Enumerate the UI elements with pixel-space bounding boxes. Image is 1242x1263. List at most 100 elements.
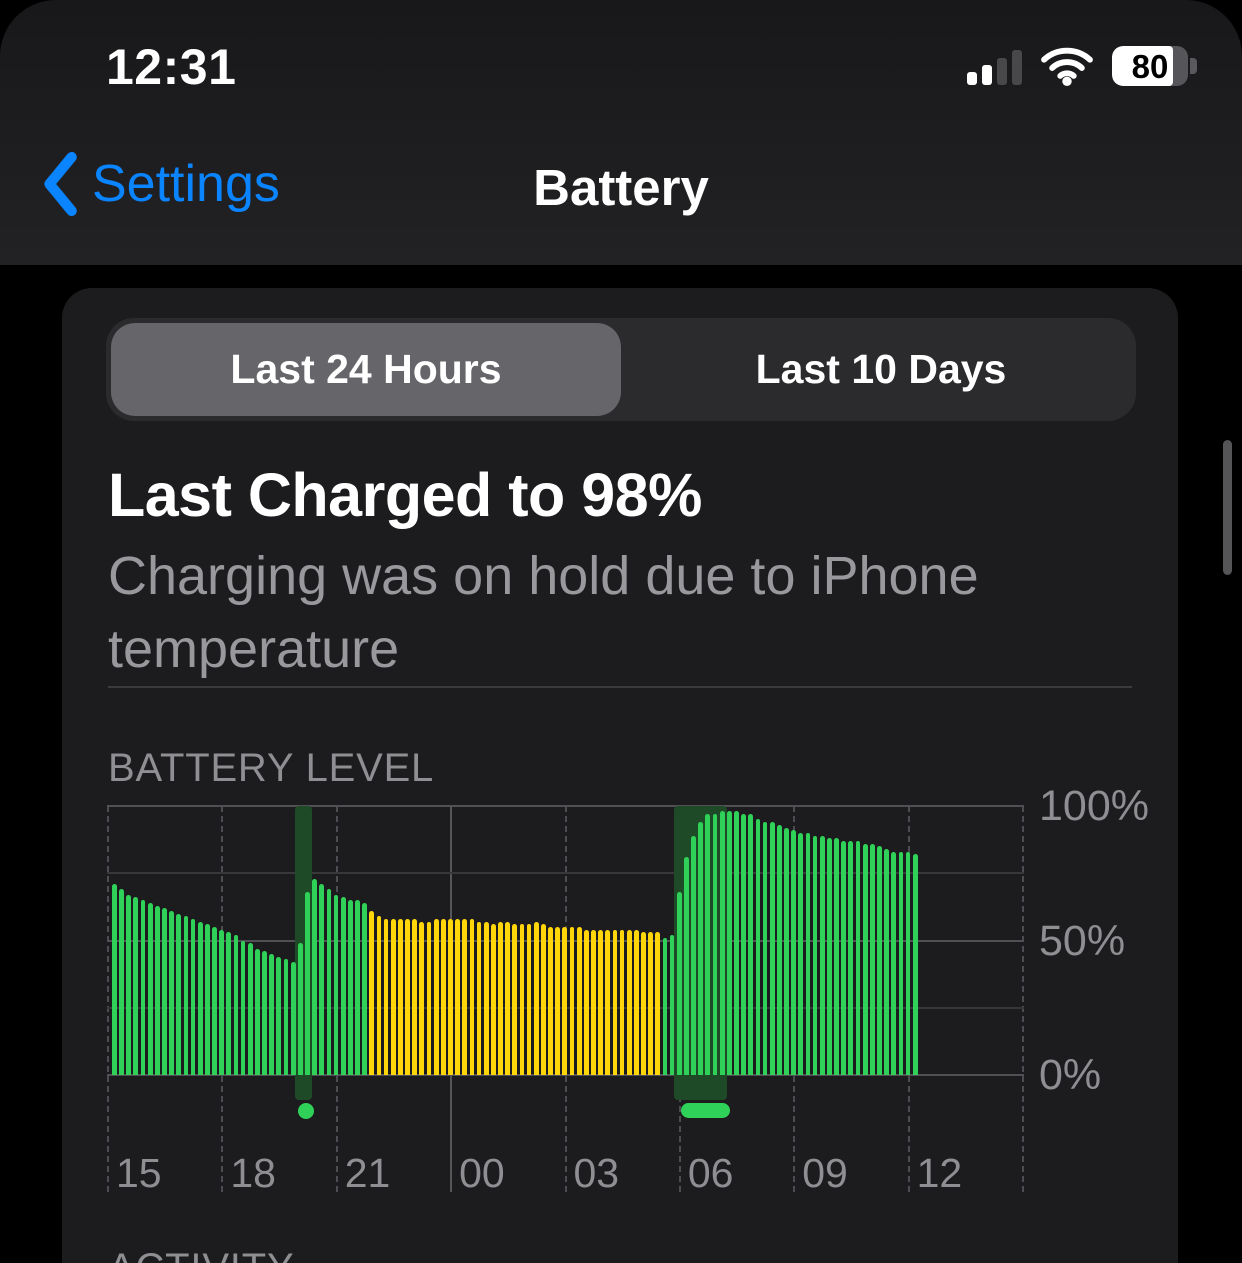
- battery-level-bar: [362, 902, 368, 1075]
- battery-level-bar: [583, 929, 589, 1075]
- battery-level-bar: [204, 924, 210, 1075]
- battery-level-bar: [233, 935, 239, 1075]
- battery-level-bar: [426, 921, 432, 1075]
- battery-level-bar: [776, 824, 782, 1075]
- battery-level-bar: [612, 929, 618, 1075]
- battery-level-bar: [140, 900, 146, 1075]
- battery-level-bar: [791, 830, 797, 1075]
- y-axis-label: 0%: [1039, 1051, 1102, 1099]
- x-axis-label: 00: [459, 1150, 505, 1196]
- x-axis-label: 21: [344, 1150, 391, 1196]
- activity-section-header: ACTIVITY: [108, 1246, 294, 1263]
- battery-level-bar: [112, 884, 117, 1075]
- battery-level-bar: [891, 851, 897, 1075]
- battery-level-bar: [841, 840, 847, 1075]
- battery-level-bar: [912, 854, 918, 1075]
- battery-level-bar: [240, 940, 246, 1075]
- x-gridline: [107, 806, 109, 1192]
- battery-level-bar: [383, 918, 389, 1075]
- battery-level-bar: [190, 918, 196, 1075]
- battery-level-bar: [126, 894, 132, 1075]
- x-gridline: [1022, 806, 1024, 1192]
- battery-level-bar: [512, 924, 518, 1075]
- battery-level-bar: [533, 921, 539, 1075]
- battery-level-bar: [626, 929, 632, 1075]
- battery-level-bar: [669, 935, 675, 1075]
- battery-level-bar: [347, 900, 353, 1075]
- battery-level-bar: [862, 843, 868, 1075]
- battery-level-bar: [662, 937, 668, 1075]
- battery-level-bar: [419, 921, 425, 1075]
- battery-level-bar: [784, 827, 789, 1075]
- battery-level-bar: [297, 943, 303, 1075]
- battery-level-bar: [598, 929, 603, 1075]
- battery-level-bar: [176, 913, 182, 1075]
- battery-level-bar: [884, 849, 889, 1075]
- battery-level-bar: [133, 897, 139, 1075]
- tab-last-10-days[interactable]: Last 10 Days: [755, 346, 1007, 392]
- status-icons: 80: [967, 42, 1197, 90]
- divider: [108, 686, 1132, 688]
- battery-level-bar: [769, 822, 775, 1075]
- battery-level-bar: [855, 840, 861, 1075]
- battery-level-bar: [848, 840, 854, 1075]
- scrollbar[interactable]: [1223, 440, 1232, 575]
- battery-level-bar: [197, 921, 203, 1075]
- battery-level-bar: [712, 814, 718, 1075]
- battery-level-bar: [684, 857, 689, 1075]
- battery-level-bar: [648, 932, 654, 1075]
- battery-level-bar: [812, 835, 818, 1075]
- battery-level-bar: [247, 943, 253, 1075]
- battery-level-bar: [412, 918, 418, 1075]
- y-gridline: [107, 1074, 1024, 1076]
- battery-level-bar: [405, 918, 410, 1075]
- battery-level-bar: [169, 910, 174, 1075]
- battery-level-bar: [162, 908, 167, 1075]
- battery-level-bar: [798, 832, 804, 1075]
- charging-indicator-pill: [680, 1103, 730, 1118]
- battery-level-bar: [819, 835, 825, 1075]
- battery-level-bar: [505, 921, 511, 1075]
- back-button-label: Settings: [92, 155, 280, 213]
- tab-last-24-hours[interactable]: Last 24 Hours: [111, 323, 621, 416]
- battery-level-bar: [605, 929, 611, 1075]
- battery-level-bar: [326, 889, 332, 1075]
- battery-level-bar: [312, 878, 317, 1075]
- battery-card: Last 24 Hours Last 10 Days Last Charged …: [62, 288, 1178, 1263]
- battery-level-bar: [255, 948, 260, 1075]
- battery-level-section-header: BATTERY LEVEL: [108, 746, 435, 790]
- page-title: Battery: [533, 159, 709, 216]
- battery-level-bar: [805, 832, 811, 1075]
- x-axis-label: 18: [230, 1150, 276, 1196]
- wifi-icon: [1041, 47, 1093, 87]
- battery-level-bar: [569, 927, 575, 1075]
- battery-level-bar: [490, 924, 496, 1075]
- battery-level-bar: [676, 892, 682, 1075]
- battery-level-bar: [154, 905, 160, 1075]
- battery-level-bar: [748, 814, 754, 1075]
- battery-level-bar: [376, 916, 382, 1075]
- battery-level-bar: [433, 918, 439, 1075]
- battery-level-bar: [119, 889, 124, 1075]
- battery-level-bar: [541, 924, 546, 1075]
- battery-level-bar: [555, 927, 561, 1075]
- back-button[interactable]: Settings: [40, 148, 280, 220]
- battery-level-bar: [827, 838, 832, 1075]
- battery-level-bar: [869, 843, 875, 1075]
- battery-level-bar: [705, 814, 711, 1075]
- battery-level-bar: [355, 900, 360, 1075]
- battery-level-bar: [333, 894, 339, 1075]
- battery-level-bar: [290, 962, 296, 1075]
- battery-level-bar: [734, 811, 739, 1075]
- time-range-segmented-control: Last 24 Hours Last 10 Days: [106, 318, 1136, 421]
- battery-level-bar: [498, 921, 503, 1075]
- y-axis-label: 50%: [1039, 916, 1126, 965]
- battery-level-bar: [641, 932, 646, 1075]
- cellular-signal-icon: [967, 47, 1022, 85]
- last-charged-subtitle: Charging was on hold due to iPhone tempe…: [108, 546, 979, 679]
- battery-level-bar: [398, 918, 403, 1075]
- x-axis-label: 12: [916, 1150, 963, 1196]
- battery-level-bar: [655, 932, 661, 1075]
- battery-level-bar: [762, 822, 768, 1075]
